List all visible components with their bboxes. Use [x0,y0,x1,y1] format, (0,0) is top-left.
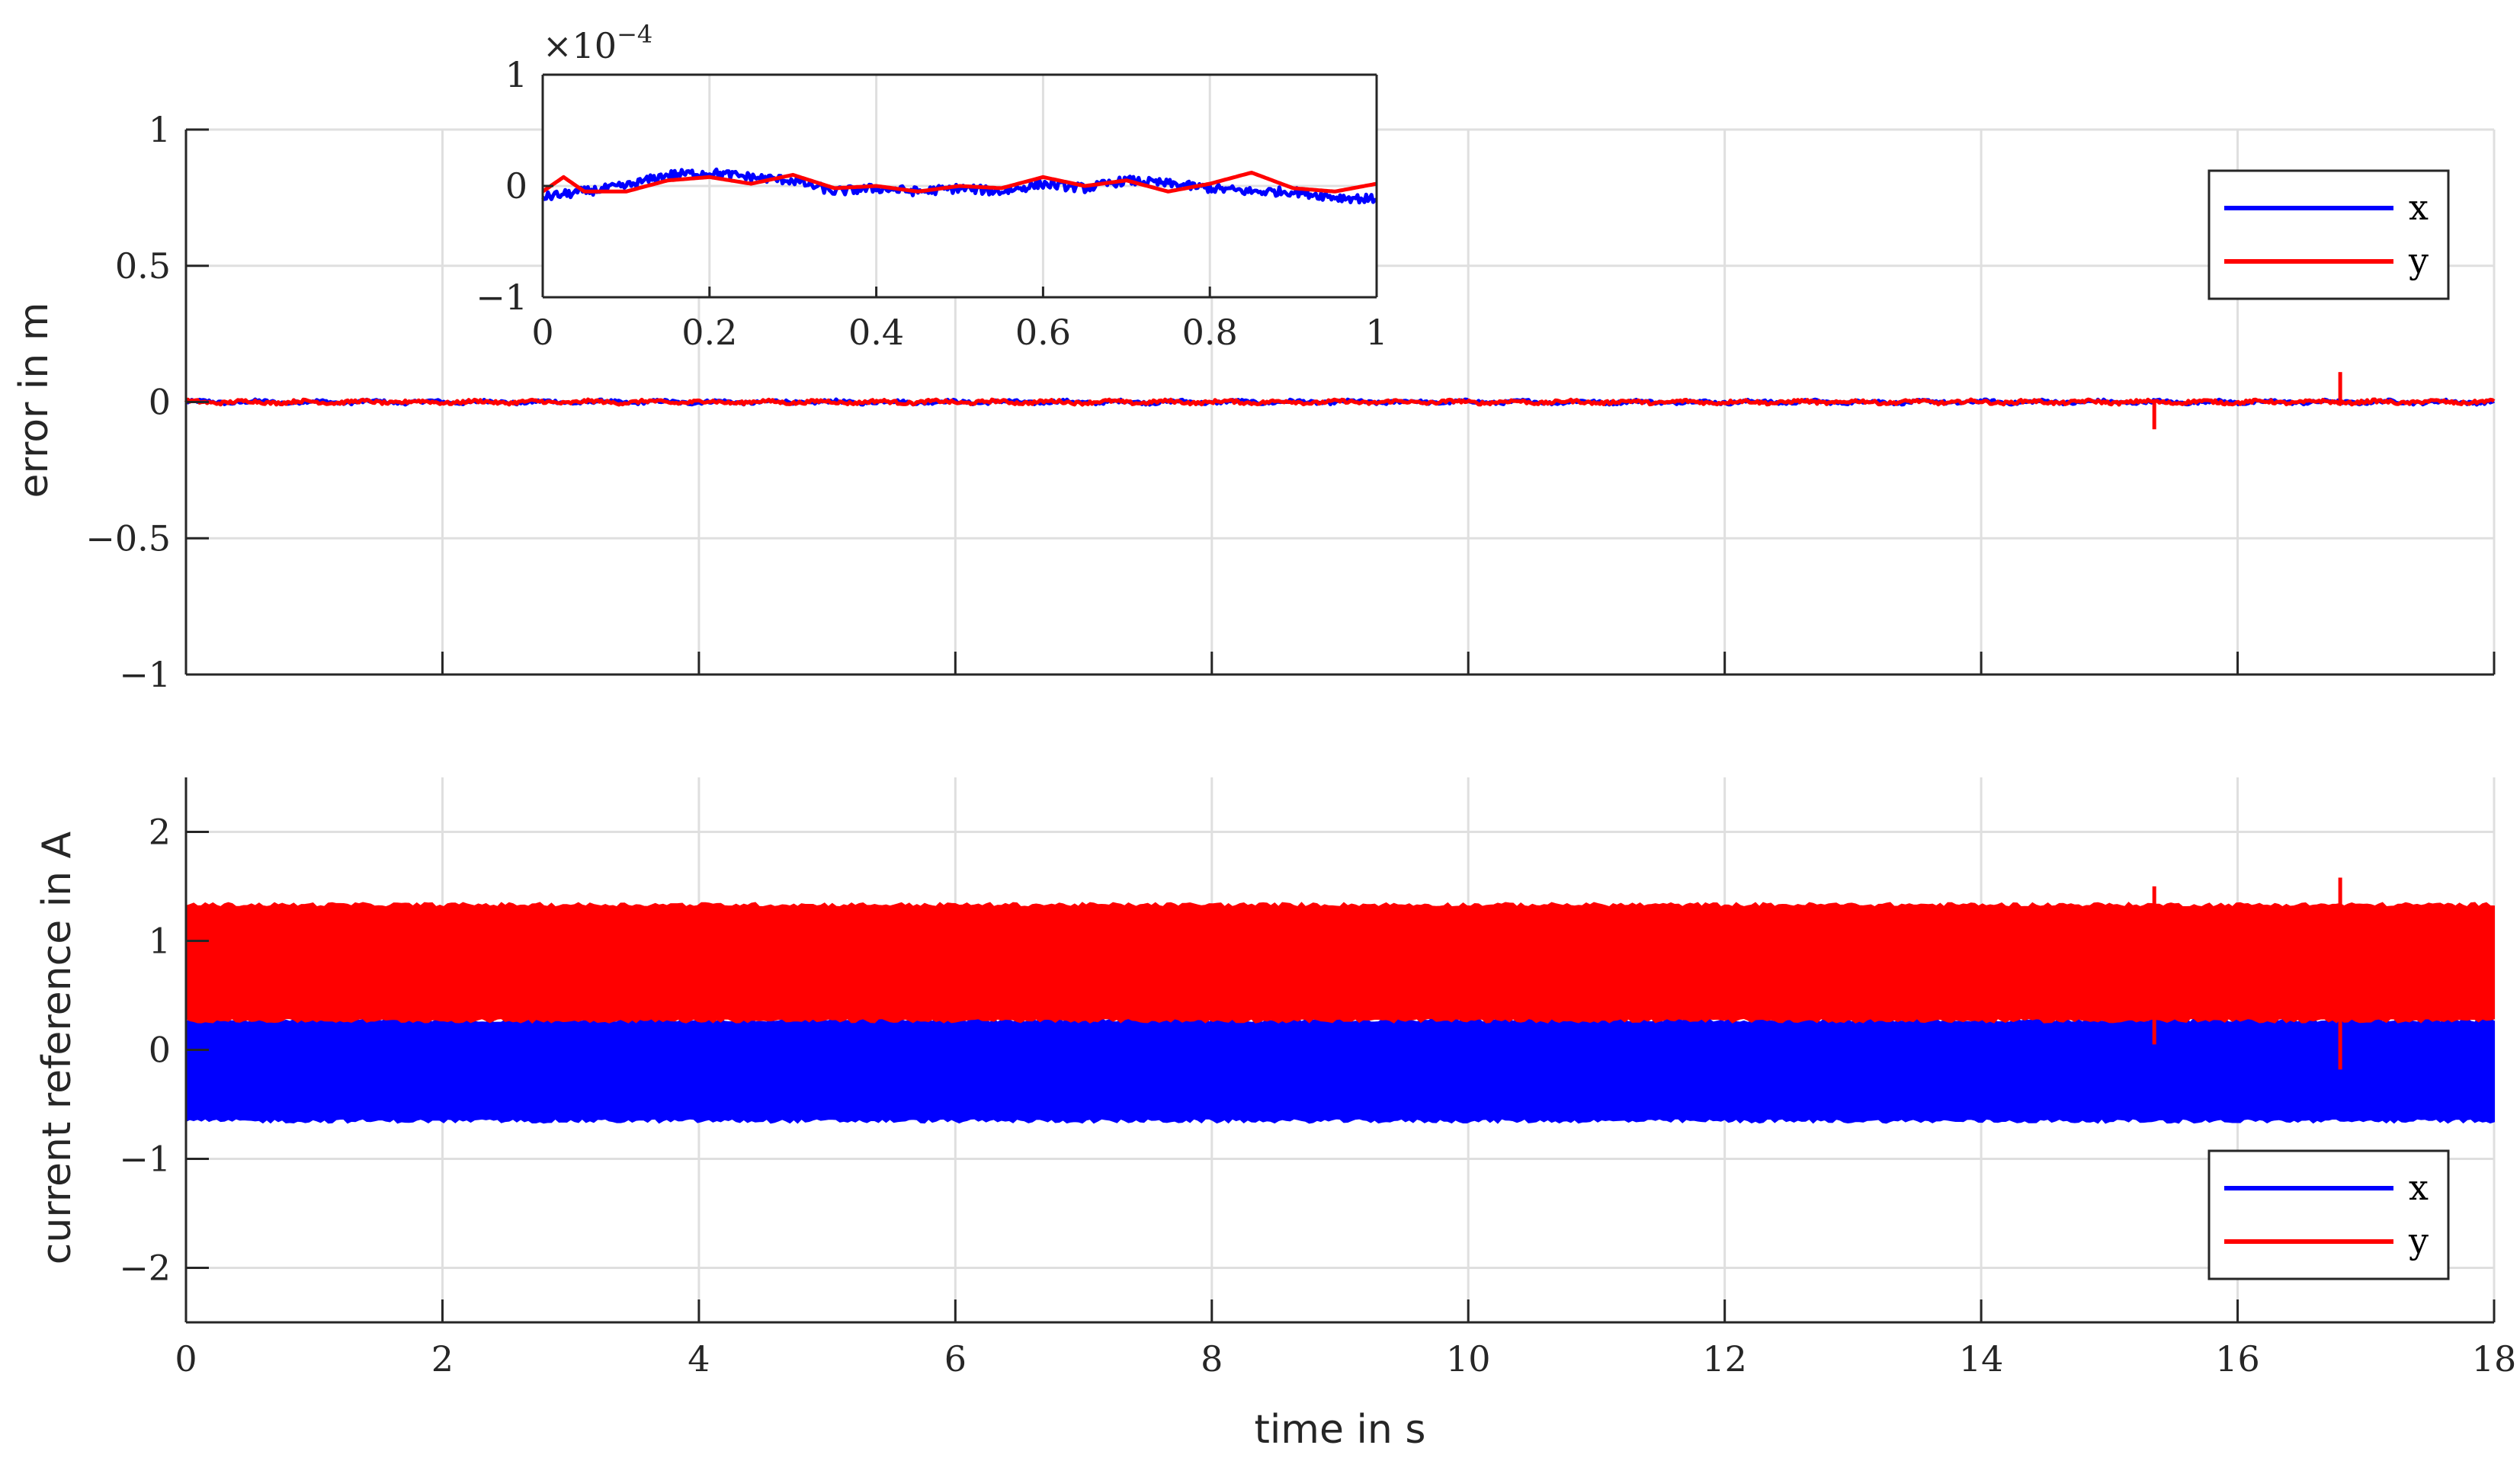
bot-x-tick-label-1: 2 [431,1338,454,1379]
top-y-tick-label-1: 0.5 [115,245,171,287]
top-y-tick-label-0: 1 [149,109,171,150]
inset-x-tick-label-5: 1 [1365,312,1387,353]
error-legend-y-label: y [2408,240,2429,281]
bot-x-tick-label-8: 16 [2215,1338,2260,1379]
current-legend-y-label: y [2408,1220,2429,1261]
inset-x-tick-label-1: 0.2 [681,312,737,353]
bot-y-tick-label-3: −1 [119,1139,171,1180]
current-y-axis-label: current reference in A [34,831,80,1264]
error-plot-area [184,372,2496,430]
inset-x-tick-label-0: 0 [531,312,553,353]
current-plot-area [185,877,2495,1124]
bot-x-tick-label-4: 8 [1201,1338,1223,1379]
inset-series-y-line [541,171,1377,194]
bot-x-tick-label-3: 6 [944,1338,967,1379]
top-y-tick-label-2: 0 [149,382,171,423]
current-panel: 0 2 4 6 8 10 12 14 16 18 210−1−2 current referenc… [34,777,2516,1453]
inset-panel: 0 0.2 0.4 0.6 0.8 1 10−1 ×10−4 [476,20,1387,353]
inset-series-x-line [541,167,1378,205]
bot-x-tick-label-0: 0 [175,1338,197,1379]
bot-x-tick-label-7: 14 [1959,1338,2004,1379]
bot-y-tick-label-2: 0 [149,1030,171,1071]
error-series-y-line [184,397,2496,407]
bot-x-tick-label-6: 12 [1702,1338,1747,1379]
current-y-tick-labels: 2 1 0 −1 −2 [119,812,171,1289]
inset-x-tick-label-4: 0.8 [1182,312,1238,353]
inset-y-tick-labels: 1 0 −1 [476,54,527,318]
error-axes [184,128,2496,676]
current-axes [184,777,2496,1324]
inset-plot-area [541,167,1378,205]
error-legend: x y [2207,169,2450,300]
error-legend-x-label: x [2409,187,2429,228]
inset-x-tick-label-2: 0.4 [848,312,904,353]
inset-y-tick-label-1: 0 [505,165,527,207]
current-legend-x-label: x [2409,1167,2429,1208]
current-x-ticks: 0 2 4 6 8 10 12 14 16 18 [175,1338,2516,1379]
bot-x-tick-label-2: 4 [688,1338,710,1379]
inset-multiplier: ×10−4 [543,20,652,66]
x-axis-label: time in s [1254,1407,1425,1453]
current-series-x-band [185,1017,2495,1124]
current-series-y-band [185,902,2495,1024]
inset-x-tick-label-3: 0.6 [1015,312,1071,353]
inset-y-tick-label-2: −1 [476,277,527,318]
bot-y-tick-label-4: −2 [119,1248,171,1289]
bot-y-tick-label-0: 2 [149,812,171,853]
error-y-tick-labels: 1 0.5 0 −0.5 −1 [85,109,171,695]
top-y-tick-label-4: −1 [119,654,171,695]
inset-axes [541,73,1378,299]
inset-y-tick-label-0: 1 [505,54,527,95]
bot-x-tick-label-9: 18 [2472,1338,2517,1379]
bot-x-tick-label-5: 10 [1446,1338,1491,1379]
inset-x-ticks: 0 0.2 0.4 0.6 0.8 1 [531,312,1387,353]
current-legend: x y [2207,1149,2450,1280]
error-y-axis-label: error in m [11,302,57,498]
top-y-tick-label-3: −0.5 [85,518,171,559]
bot-y-tick-label-1: 1 [149,921,171,962]
